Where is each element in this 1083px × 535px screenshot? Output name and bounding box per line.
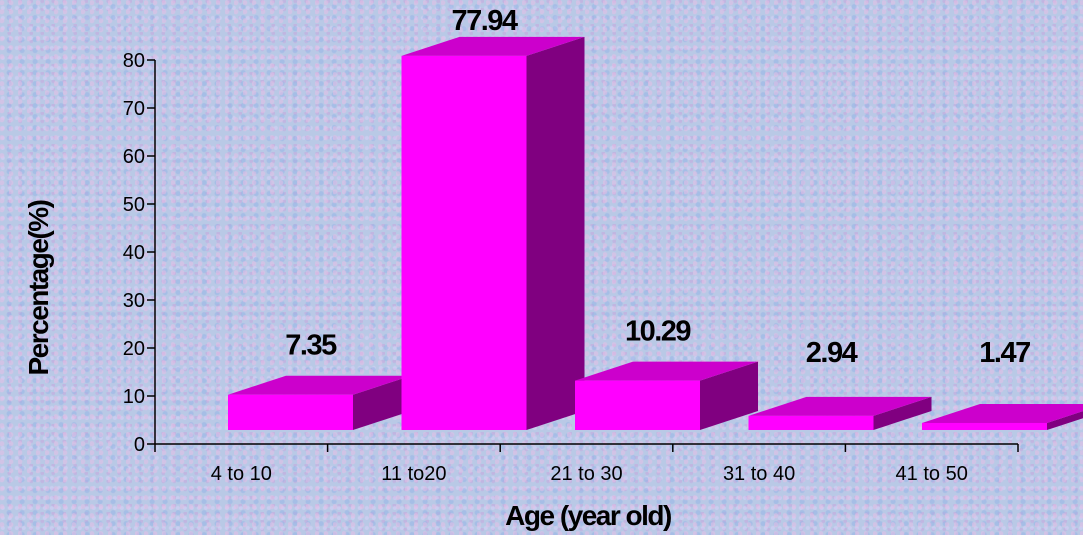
bar-front [228,394,353,430]
x-axis: 4 to 10 11 to20 21 to 30 31 to 40 41 to 50 [154,443,1019,485]
data-labels: 7.35 77.94 10.29 2.94 1.47 [285,5,1031,369]
bar-top [228,375,411,395]
data-label: 77.94 [451,5,517,37]
y-tick-label: 30 [123,290,145,312]
bar-side [353,375,411,430]
data-label: 2.94 [806,337,858,369]
bar-side [873,396,932,430]
bar-side [526,36,585,430]
bar-top [748,396,932,416]
bar [228,375,411,430]
bar-top [401,36,585,56]
bar-side [700,361,758,430]
bar [922,403,1083,430]
x-axis-title: Age (year old) [505,500,671,531]
bar [748,396,932,430]
bar-top [575,361,758,381]
bar-front [922,422,1047,430]
y-tick-label: 20 [123,338,145,360]
bars [228,36,1083,430]
y-tick-label: 70 [123,98,145,120]
x-tick-label: 11 to20 [381,463,446,485]
y-axis: 0 10 20 30 40 50 60 70 80 [123,50,156,456]
x-tick-label: 41 to 50 [896,463,968,485]
y-tick-label: 80 [123,50,145,72]
y-tick-label: 60 [123,146,145,168]
y-tick-label: 50 [123,194,145,216]
y-tick-label: 40 [123,242,145,264]
data-label: 1.47 [979,337,1030,369]
y-tick-label: 0 [134,434,145,456]
bar-top [922,403,1083,423]
bar-front [748,415,874,430]
bar [575,361,758,430]
bar-front [575,380,700,430]
bar-front [401,55,527,430]
x-tick-label: 4 to 10 [211,463,272,485]
x-tick-label: 31 to 40 [723,463,795,485]
x-tick-label: 21 to 30 [550,463,622,485]
data-label: 10.29 [625,316,691,348]
data-label: 7.35 [285,330,337,362]
y-tick-label: 10 [123,386,145,408]
y-axis-title: Percentage(%) [23,200,54,375]
bar-side [1047,411,1083,430]
bar [401,36,585,430]
